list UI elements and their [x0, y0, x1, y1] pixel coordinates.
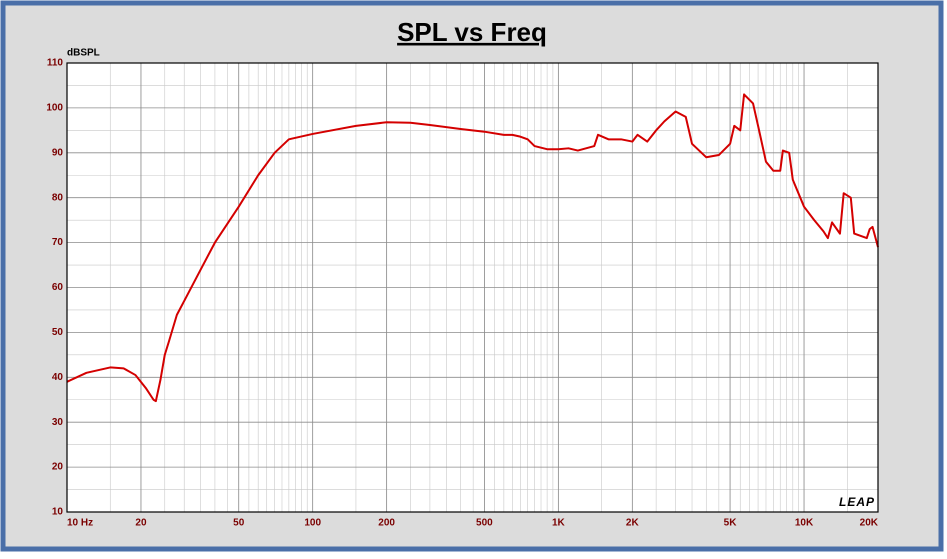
- x-tick-label: 10 Hz: [67, 518, 93, 529]
- y-axis-label: dBSPL: [67, 48, 100, 59]
- grid: [66, 62, 879, 513]
- x-tick-label: 500: [476, 518, 493, 529]
- y-tick-label: 90: [52, 147, 64, 158]
- x-tick-label: 50: [233, 518, 245, 529]
- y-tick-label: 50: [52, 327, 64, 338]
- y-tick-label: 110: [47, 58, 64, 69]
- chart-title: SPL vs Freq: [397, 17, 547, 47]
- marks: [66, 93, 879, 403]
- x-tick-label: 20: [135, 518, 147, 529]
- y-tick-label: 40: [52, 372, 64, 383]
- y-tick-label: 100: [46, 103, 63, 114]
- x-tick-label: 5K: [724, 518, 738, 529]
- y-tick-label: 70: [52, 237, 64, 248]
- y-tick-label: 60: [52, 282, 64, 293]
- logo: LEAP: [839, 495, 875, 509]
- x-tick-label: 20K: [860, 518, 879, 529]
- y-tick-label: 10: [52, 507, 64, 518]
- x-tick-label: 10K: [795, 518, 814, 529]
- spl-line: [66, 93, 879, 403]
- y-tick-label: 80: [52, 192, 64, 203]
- x-tick-label: 1K: [552, 518, 566, 529]
- x-tick-label: 200: [378, 518, 395, 529]
- y-tick-label: 30: [52, 417, 64, 428]
- ticks: 10 20 30 40 50 60 70 80 90 100 110 10 Hz 20 50 100 200 5…: [46, 58, 878, 529]
- plot-border: [66, 62, 879, 513]
- x-tick-label: 100: [304, 518, 321, 529]
- y-tick-label: 20: [52, 462, 64, 473]
- x-tick-label: 2K: [626, 518, 640, 529]
